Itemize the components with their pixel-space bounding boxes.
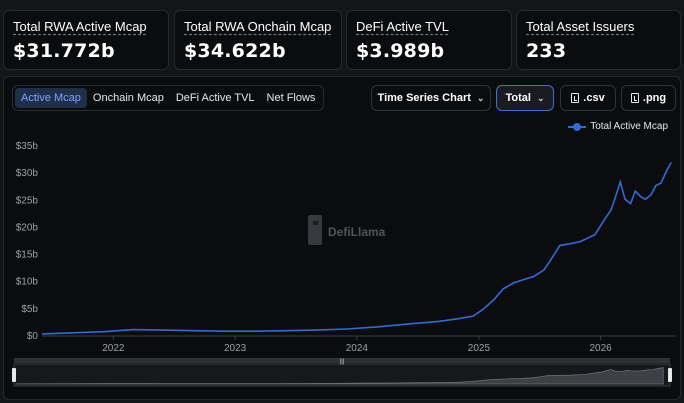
chart-legend[interactable]: Total Active Mcap	[568, 121, 668, 132]
line-chart[interactable]: DefiLlama $0$5b$10b$15b$20b$25b$30b$35b …	[4, 77, 680, 399]
csv-download-button[interactable]: .csv	[560, 85, 616, 111]
chevron-down-icon: ⌄	[476, 92, 485, 103]
range-slider[interactable]: |||	[12, 358, 672, 387]
stat-card-active-mcap: Total RWA Active Mcap $31.772b	[3, 10, 169, 70]
grouping-select[interactable]: Total ⌄	[496, 85, 554, 111]
slider-right-handle[interactable]	[668, 368, 672, 382]
defillama-logo-icon	[308, 215, 322, 245]
stat-card-asset-issuers: Total Asset Issuers 233	[516, 10, 681, 70]
csv-label: .csv	[583, 92, 605, 104]
chart-type-label: Time Series Chart	[377, 92, 471, 104]
y-tick-label: $0	[27, 331, 39, 342]
slider-overview-area	[15, 367, 664, 385]
stat-card-defi-tvl: DeFi Active TVL $3.989b	[346, 10, 512, 70]
series-line-total-active-mcap	[41, 162, 672, 335]
stat-value: 233	[526, 40, 567, 62]
stat-label[interactable]: DeFi Active TVL	[356, 19, 449, 34]
y-tick-label: $35b	[16, 141, 39, 152]
y-tick-label: $5b	[21, 304, 38, 315]
stat-label[interactable]: Total RWA Active Mcap	[13, 19, 147, 34]
slider-left-handle[interactable]	[12, 368, 16, 382]
x-tick-label: 2022	[102, 343, 125, 354]
x-tick-label: 2025	[468, 343, 491, 354]
stat-value: $3.989b	[356, 40, 445, 62]
y-axis: $0 $5b $10b $15b $20b $25b $30b $35b	[16, 141, 39, 342]
slider-top-bar[interactable]	[14, 358, 670, 363]
stat-label[interactable]: Total Asset Issuers	[526, 19, 635, 34]
y-tick-label: $30b	[16, 168, 39, 179]
x-tick-label: 2024	[346, 343, 369, 354]
x-axis: 2022 2023 2024 2025 2026	[42, 335, 676, 354]
tab-onchain-mcap[interactable]: Onchain Mcap	[92, 92, 164, 104]
y-tick-label: $25b	[16, 195, 39, 206]
download-icon	[571, 93, 580, 103]
x-tick-label: 2026	[590, 343, 613, 354]
chart-type-select[interactable]: Time Series Chart ⌄	[371, 85, 491, 111]
tab-defi-active-tvl[interactable]: DeFi Active TVL	[175, 92, 255, 104]
stat-value: $34.622b	[184, 40, 286, 62]
stat-card-onchain-mcap: Total RWA Onchain Mcap $34.622b	[174, 10, 342, 70]
x-tick-label: 2023	[224, 343, 247, 354]
tab-active-mcap[interactable]: Active Mcap	[15, 88, 87, 108]
y-tick-label: $15b	[16, 250, 39, 261]
png-label: .png	[642, 92, 667, 104]
metric-tabs: Active Mcap Onchain Mcap DeFi Active TVL…	[12, 85, 325, 111]
stat-label[interactable]: Total RWA Onchain Mcap	[184, 19, 332, 34]
y-tick-label: $20b	[16, 222, 39, 233]
y-tick-label: $10b	[16, 277, 39, 288]
chart-panel: Active Mcap Onchain Mcap DeFi Active TVL…	[3, 76, 681, 400]
png-download-button[interactable]: .png	[621, 85, 676, 111]
grouping-label: Total	[505, 92, 531, 104]
legend-line-icon	[568, 122, 587, 131]
chevron-down-icon: ⌄	[536, 92, 545, 103]
legend-label: Total Active Mcap	[590, 121, 668, 132]
download-icon	[630, 93, 639, 103]
slider-drag-icon[interactable]: |||	[340, 359, 345, 365]
watermark-text: DefiLlama	[328, 225, 386, 239]
stats-bar: Total RWA Active Mcap $31.772b Total RWA…	[0, 0, 684, 72]
stat-value: $31.772b	[13, 40, 115, 62]
watermark: DefiLlama	[308, 215, 386, 245]
tab-net-flows[interactable]: Net Flows	[266, 92, 316, 104]
